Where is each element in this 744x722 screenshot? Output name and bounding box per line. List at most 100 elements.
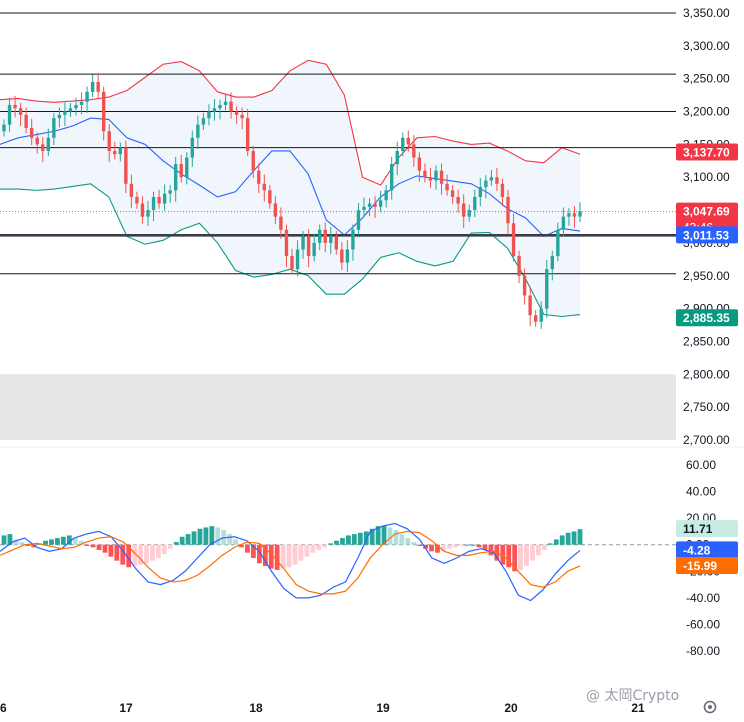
macd-hist-bar: [411, 542, 417, 545]
candle: [273, 196, 278, 224]
candle: [96, 72, 100, 100]
candle-body: [279, 216, 283, 230]
candle: [240, 107, 244, 130]
candle-body: [74, 104, 78, 109]
macd-hist-bar: [173, 542, 179, 545]
time-tick-label: 17: [119, 701, 133, 715]
macd-hist-bar: [405, 538, 411, 545]
candle-body: [473, 196, 477, 211]
macd-hist-bar: [84, 544, 90, 547]
macd-hist-bar: [245, 544, 250, 553]
macd-hist-bar: [334, 540, 339, 545]
candle: [234, 106, 239, 125]
macd-hist-bar: [518, 544, 524, 570]
gear-icon[interactable]: [703, 700, 717, 714]
candle: [345, 240, 350, 272]
macd-hist-bar: [49, 539, 54, 545]
macd-hist-bar: [108, 544, 114, 557]
candle-body: [157, 196, 161, 204]
candle-body: [245, 118, 250, 151]
candle: [545, 260, 549, 318]
candle-body: [395, 150, 399, 165]
candle: [124, 140, 128, 193]
macd-hist-bar: [191, 531, 197, 545]
candle: [162, 184, 167, 211]
price-axis: 3,350.003,300.003,250.003,200.003,150.00…: [0, 6, 730, 715]
candle: [212, 99, 217, 121]
basis-tag-box: [676, 226, 738, 244]
macd-hist-bar: [310, 544, 316, 553]
candle: [179, 154, 183, 183]
candle-body: [495, 177, 499, 184]
signal-line-tag-box: [676, 556, 738, 574]
candle-body: [406, 137, 411, 145]
candle-body: [367, 203, 372, 207]
macd-hist-bar: [138, 544, 143, 565]
macd-hist-bar: [25, 544, 31, 547]
lower-band-tag: 2,885.35: [676, 309, 738, 327]
candle-body: [57, 114, 62, 119]
upper-band-tag: 3,137.70: [676, 143, 738, 161]
candle: [13, 95, 17, 118]
candle: [279, 207, 283, 239]
macd-hist-bar: [363, 531, 369, 545]
macd-tick-label: 60.00: [686, 458, 716, 472]
candle-body: [2, 124, 6, 132]
candle: [323, 222, 327, 253]
macd-hist-tag-box: [676, 520, 738, 538]
candle: [439, 163, 444, 195]
candle-body: [179, 164, 183, 178]
macd-hist-bar: [43, 540, 48, 545]
candle: [306, 229, 311, 268]
candle: [478, 177, 483, 207]
candle: [113, 141, 117, 160]
candle-body: [351, 229, 355, 250]
macd-hist-bar: [399, 534, 405, 545]
candle-body: [290, 256, 294, 270]
candle: [550, 250, 555, 281]
time-tick-label: 21: [631, 701, 645, 715]
candle: [229, 92, 233, 119]
macd-hist-bar: [66, 535, 72, 545]
candle-body: [135, 196, 139, 204]
macd-hist-bar: [541, 544, 547, 551]
candle: [561, 207, 566, 238]
candle: [218, 99, 222, 120]
candle-body: [412, 144, 416, 158]
bollinger-basis: [0, 117, 581, 238]
candle-body: [506, 196, 510, 224]
candle-body: [18, 108, 23, 115]
last-price-tag-value: 3,047.69: [683, 205, 730, 219]
candle-body: [151, 196, 156, 211]
candle-body: [162, 193, 167, 204]
macd-hist-bar: [203, 527, 209, 545]
candle: [528, 286, 532, 327]
candle: [57, 107, 62, 128]
signal-line-tag-value: -15.99: [683, 559, 717, 573]
macd-hist-bar: [185, 534, 191, 545]
candle: [201, 112, 206, 130]
upper-band-tag-box: [676, 143, 738, 161]
price-tick-label: 3,300.00: [683, 39, 730, 53]
macd-hist-bar: [144, 544, 149, 564]
candle-body: [101, 91, 106, 132]
basis-tag-value: 3,011.53: [683, 228, 729, 242]
macd-pane[interactable]: [0, 522, 676, 602]
candle: [362, 197, 366, 218]
candle-body: [79, 101, 84, 105]
candle: [68, 102, 73, 117]
candle-body: [478, 187, 483, 197]
candle-body: [306, 236, 311, 257]
macd-hist-bar: [316, 544, 322, 551]
macd-hist-bar: [155, 544, 161, 558]
candle: [262, 174, 267, 202]
candle: [389, 156, 394, 200]
macd-tick-label: -60.00: [686, 617, 720, 631]
price-tick-label: 3,350.00: [683, 6, 730, 20]
candle-body: [445, 183, 449, 191]
candle-body: [517, 256, 521, 276]
price-pane[interactable]: [0, 12, 744, 448]
macd-hist-bar: [435, 544, 440, 553]
macd-hist-bar: [381, 526, 387, 545]
